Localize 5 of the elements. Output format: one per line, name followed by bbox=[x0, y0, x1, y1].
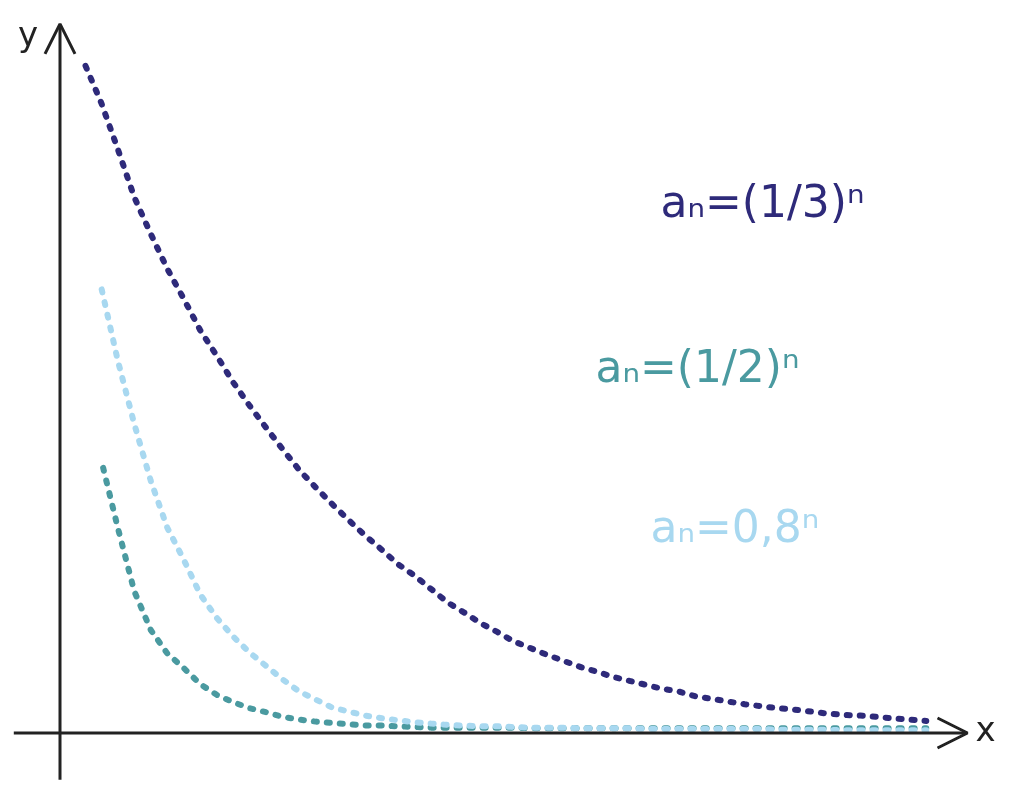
x-axis-title: x bbox=[975, 708, 996, 749]
y-axis-title: y bbox=[18, 13, 39, 54]
text: aₙ=0,8ⁿ bbox=[650, 500, 820, 552]
text: aₙ=(1/3)ⁿ bbox=[660, 175, 865, 227]
text: aₙ=(1/2)ⁿ bbox=[595, 340, 800, 392]
